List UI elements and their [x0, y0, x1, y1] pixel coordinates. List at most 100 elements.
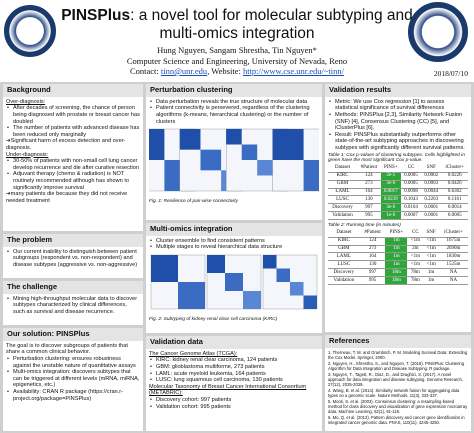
- heatmap-block: [200, 149, 222, 171]
- text-item: Result: PINSPlus substantially outperfor…: [328, 132, 468, 152]
- table-cell: 0.0098: [400, 188, 422, 197]
- column-2: Perturbation clustering Data perturbation…: [146, 84, 322, 431]
- table-cell: 18m: [385, 276, 408, 286]
- title: PINSPlus: a novel tool for molecular sub…: [60, 7, 414, 43]
- header-cell: CC: [400, 164, 422, 173]
- text-item: GBM: glioblastoma multiforme, 273 patien…: [149, 364, 319, 371]
- website[interactable]: http://www.cse.unr.edu/~tinn/: [242, 66, 345, 76]
- table-cell: 0.2203: [421, 195, 442, 205]
- table-cell: <1m: [423, 245, 439, 254]
- heatmap-block: [241, 144, 258, 161]
- figure-caption: Fig. 2: Subtyping of kidney renal clear …: [149, 316, 278, 322]
- section: Validation results Metric: We use Cox reg…: [325, 84, 471, 332]
- website-label: , Website:: [207, 66, 241, 76]
- table-cell: 0.0007: [400, 211, 422, 221]
- header-cell: #Patient: [357, 164, 381, 173]
- table-cell: 273: [357, 180, 381, 189]
- table-cell: <1m: [407, 237, 424, 246]
- table-cell: 164: [357, 188, 381, 197]
- table-cell: 1m: [385, 252, 408, 262]
- table-cell: 124: [359, 237, 386, 246]
- table-cell: <1m: [423, 252, 439, 262]
- table-cell: 1e-6: [380, 211, 401, 221]
- text-item: Methods: PINSPlus [2,3], Similarity Netw…: [328, 112, 468, 132]
- text-item: 3. Nguyen, T., Tagett, R., Diaz, D., and…: [328, 371, 464, 388]
- table-cell: 995: [359, 276, 386, 286]
- header-cell: iCluster+: [441, 164, 468, 173]
- email[interactable]: tinn@unr.edu: [160, 66, 208, 76]
- table-row: Discovery 997 18m 78m 1m NA: [328, 268, 468, 278]
- table-cell: 0.0005: [400, 172, 422, 181]
- text-item: After decades of screening, the chance o…: [6, 105, 140, 125]
- header-cell: PINS+: [385, 229, 408, 238]
- text-item: Perturbation clustering: ensures robustn…: [6, 356, 140, 369]
- figure-caption: Fig. 1: Resilience of pair-wise connecti…: [149, 198, 238, 204]
- text-item: Availability: CRAN R package (https://cr…: [6, 389, 140, 402]
- figure-1: [146, 129, 322, 192]
- table-cell: 3e-6: [380, 203, 401, 213]
- header-cell: #Patient: [359, 229, 386, 238]
- heatmap-block: [178, 282, 205, 310]
- heatmap-block: [272, 129, 304, 161]
- heatmap-block: [207, 255, 225, 274]
- table-cell: 0.0005: [441, 211, 468, 221]
- header-cell: SNF: [423, 229, 439, 238]
- section: Our solution: PINSPlus The goal is to dis…: [3, 328, 143, 431]
- text-item: ➔many patients die because they did not …: [6, 191, 128, 204]
- text-item: Metric: We use Cox regression [1] to ass…: [328, 99, 468, 112]
- text-item: Cluster ensemble to find consistent patt…: [149, 238, 319, 245]
- figure-2: [150, 254, 318, 310]
- section: Perturbation clustering Data perturbation…: [146, 84, 322, 220]
- date: 2018/07/10: [433, 69, 468, 78]
- text-item: LAML: acute myeloid leukemia, 164 patien…: [149, 371, 319, 378]
- table-cell: Validation: [328, 276, 360, 286]
- contact-label: Contact:: [129, 66, 159, 76]
- affiliation: Computer Science and Engineering, Univer…: [126, 56, 348, 66]
- text-item: The goal is to discover subgroups of pat…: [6, 342, 128, 356]
- text-item: Patient connectivity is persevered, rega…: [149, 105, 319, 125]
- heatmap-block: [225, 273, 243, 292]
- heatmap-block: [303, 160, 322, 192]
- text-item: Molecular Taxonomy of Breast Cancer Inte…: [149, 383, 307, 397]
- table-cell: GBM: [328, 180, 358, 189]
- table-cell: 0.0104: [400, 203, 422, 213]
- text-item: The Cancer Genome Atlas (TCGA):: [149, 350, 238, 357]
- table-cell: LAML: [328, 188, 358, 197]
- table-row: Discovery 997 3e-6 0.0104 0.0001 0.0014: [328, 203, 468, 213]
- heatmap-block: [146, 129, 165, 161]
- table-cell: 3e-6: [380, 180, 401, 189]
- text-item: Under-diagnosis:: [6, 151, 49, 158]
- table-row: Validation 995 18m 78m 1m NA: [328, 276, 468, 286]
- table-cell: Discovery: [328, 268, 360, 278]
- table-cell: LUSC: [328, 195, 358, 205]
- section-heading: Validation data: [146, 336, 322, 349]
- table-row: LAML 164 1m <1m <1m 1830m: [328, 252, 468, 262]
- text-item: Multiple stages to reveal hierarchical d…: [149, 244, 319, 251]
- left-logo: [4, 5, 56, 57]
- heatmap-block: [290, 282, 304, 296]
- header-cell: Dataset: [328, 164, 358, 173]
- table-caption: Table 2: Running time (in minutes): [328, 223, 401, 229]
- section-heading: Multi-omics integration: [146, 223, 322, 236]
- text-item: 5. Monti, S. et al. (2003). Consensus cl…: [328, 399, 468, 415]
- table-cell: KIRC: [328, 237, 360, 246]
- right-seal: [408, 2, 468, 62]
- table: Dataset #Patient PINS+ CC SNF iCluster+ KIRC 12…: [328, 229, 468, 286]
- section-heading: The challenge: [3, 281, 143, 294]
- text-item: Our current inability to distinguish bet…: [6, 249, 140, 269]
- table-cell: 130: [357, 195, 381, 205]
- text-item: The number of patients with advanced dis…: [6, 125, 140, 138]
- text-item: Validation cohort: 995 patients: [149, 404, 319, 411]
- table-cell: 1m: [423, 268, 439, 278]
- table-cell: Validation: [328, 211, 358, 221]
- table-cell: 78m: [407, 276, 424, 286]
- table-cell: 0.0239: [380, 195, 401, 205]
- table-header: Dataset #Patient PINS+ CC SNF iCluster+: [328, 229, 468, 238]
- text-item: ➔Significant harm of excess detection an…: [6, 138, 126, 151]
- table-cell: 1m: [385, 237, 408, 246]
- heatmap-block: [276, 268, 290, 283]
- text-item: Data perturbation reveals the true struc…: [149, 99, 319, 106]
- table-cell: NA: [438, 268, 468, 278]
- header: PINSPlus: a novel tool for molecular sub…: [0, 0, 474, 82]
